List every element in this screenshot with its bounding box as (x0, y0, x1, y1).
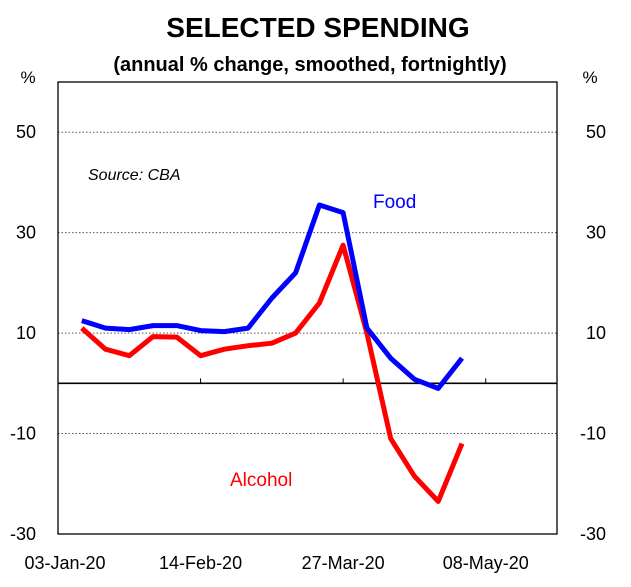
series-line-food (81, 202, 464, 391)
chart-title: SELECTED SPENDING (166, 12, 469, 43)
series-label-alcohol: Alcohol (230, 470, 292, 491)
y-tick-label-left: 50 (16, 122, 36, 142)
series-label-food: Food (373, 192, 416, 213)
y-tick-label-left: -10 (10, 424, 36, 444)
y-tick-label-right: 50 (586, 122, 606, 142)
x-tick-label: 03-Jan-20 (24, 553, 105, 573)
left-unit-label: % (20, 68, 35, 87)
y-tick-label-left: 10 (16, 323, 36, 343)
x-tick-label: 14-Feb-20 (159, 553, 242, 573)
y-tick-label-right: 10 (586, 323, 606, 343)
y-tick-label-right: 30 (586, 223, 606, 243)
plot-frame (57, 81, 558, 535)
chart-subtitle: (annual % change, smoothed, fortnightly) (113, 54, 506, 76)
series-line-alcohol (80, 242, 465, 504)
x-tick-label: 27-Mar-20 (302, 553, 385, 573)
right-unit-label: % (582, 68, 597, 87)
x-tick-label: 08-May-20 (443, 553, 529, 573)
y-tick-label-right: -30 (580, 524, 606, 544)
source-note: Source: CBA (88, 167, 180, 184)
y-tick-label-left: -30 (10, 524, 36, 544)
y-tick-label-left: 30 (16, 223, 36, 243)
y-tick-label-right: -10 (580, 424, 606, 444)
plot-area: 50 50 30 30 10 10 -10 -10 -30 -30 03-Jan-20 14-Feb-… (10, 81, 606, 573)
